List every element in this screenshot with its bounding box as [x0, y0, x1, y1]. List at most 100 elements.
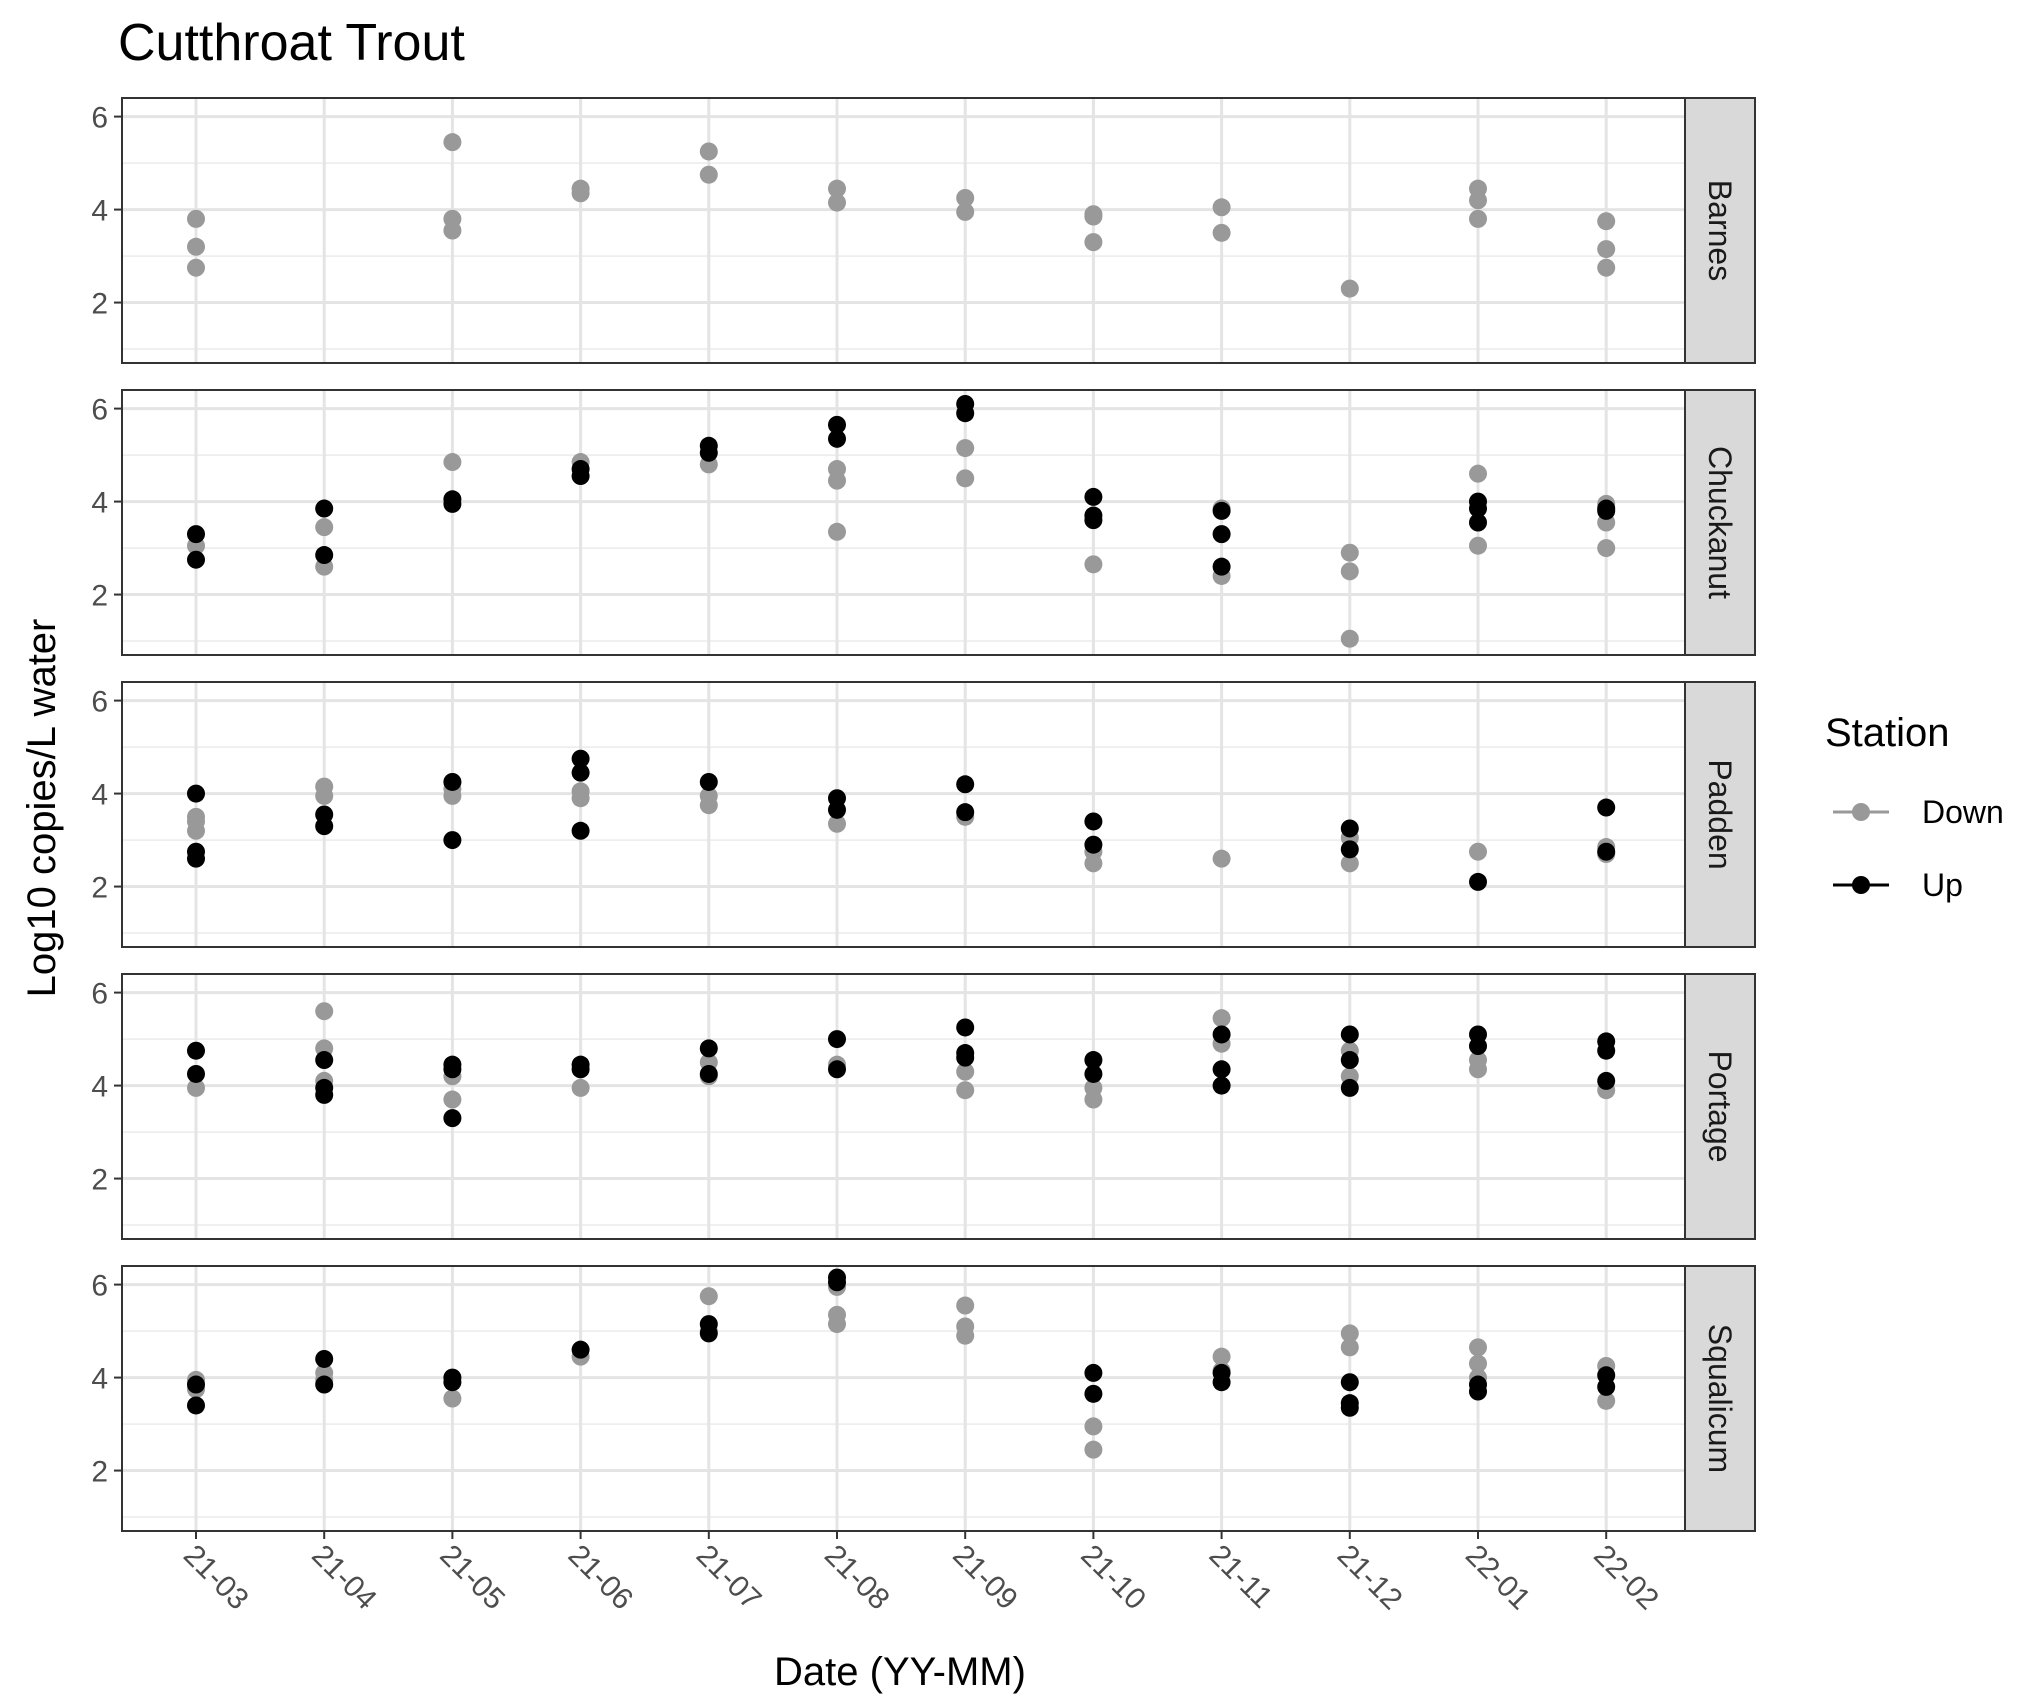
- x-axis-title: Date (YY-MM): [774, 1650, 1026, 1694]
- point-down: [1212, 223, 1231, 242]
- point-down: [1469, 209, 1487, 228]
- point-down: [1469, 464, 1487, 483]
- point-up: [571, 821, 590, 840]
- point-down: [1469, 536, 1487, 555]
- facet-panels: 2 4 6 Barnes 2 4 6 Chuckanut 2 4 6 Padden 2 4 6 Portage…: [91, 97, 1756, 1532]
- legend-label-down: Down: [1922, 794, 2004, 830]
- point-down: [1469, 1354, 1487, 1373]
- point-down: [1340, 279, 1359, 298]
- point-up: [1469, 1037, 1487, 1056]
- legend-title: Station: [1825, 711, 1950, 755]
- legend-key-point: [1852, 876, 1870, 894]
- x-axis: 21-03 21-04 21-05 21-06 21-07 21-08 21-09 21-10…: [177, 1531, 1665, 1616]
- y-tick-label: 4: [91, 1071, 108, 1104]
- point-down: [828, 193, 846, 212]
- point-down: [828, 471, 846, 490]
- point-up: [1597, 842, 1616, 861]
- point-up: [1340, 1025, 1359, 1044]
- legend-label-up: Up: [1922, 867, 1963, 903]
- point-down: [1469, 842, 1487, 861]
- legend-key-point: [1852, 803, 1870, 821]
- y-tick-label: 4: [91, 779, 108, 812]
- point-down: [956, 188, 975, 207]
- x-tick-label: 21-08: [818, 1539, 896, 1617]
- point-up: [1084, 1051, 1103, 1070]
- point-down: [699, 165, 718, 184]
- point-down: [1084, 233, 1103, 252]
- point-down: [828, 814, 846, 833]
- point-up: [187, 1041, 205, 1060]
- point-down: [1597, 1391, 1616, 1410]
- point-down: [1597, 240, 1616, 259]
- point-up: [1340, 1078, 1359, 1097]
- point-down: [1597, 258, 1616, 277]
- point-up: [1212, 557, 1231, 576]
- legend: Station Down Up: [1825, 711, 2004, 903]
- point-down: [1212, 198, 1231, 217]
- point-up: [1469, 513, 1487, 532]
- facet-panel-barnes: 2 4 6 Barnes: [91, 97, 1756, 364]
- point-down: [956, 202, 975, 221]
- facet-panel-squalicum: 2 4 6 Squalicum: [91, 1265, 1756, 1532]
- y-tick-label: 2: [91, 288, 108, 321]
- point-up: [1340, 1373, 1359, 1392]
- point-up: [828, 429, 846, 448]
- point-up: [828, 800, 846, 819]
- point-down: [571, 789, 590, 808]
- point-up: [699, 1324, 718, 1343]
- point-up: [443, 772, 462, 791]
- point-down: [1469, 1060, 1487, 1079]
- point-down: [571, 184, 590, 203]
- y-tick-label: 2: [91, 580, 108, 613]
- point-up: [187, 784, 205, 803]
- point-down: [1340, 854, 1359, 873]
- point-down: [443, 221, 462, 240]
- y-tick-label: 2: [91, 1164, 108, 1197]
- facet-panel-portage: 2 4 6 Portage: [91, 973, 1756, 1240]
- point-up: [1212, 1025, 1231, 1044]
- point-down: [956, 469, 975, 488]
- point-up: [1084, 812, 1103, 831]
- point-up: [315, 546, 334, 565]
- point-up: [1340, 840, 1359, 859]
- point-down: [187, 1078, 205, 1097]
- point-down: [443, 786, 462, 805]
- point-down: [1340, 1338, 1359, 1357]
- point-down: [443, 453, 462, 472]
- panel-background: [122, 682, 1685, 947]
- point-down: [315, 518, 334, 537]
- point-down: [1084, 207, 1103, 226]
- point-up: [1084, 487, 1103, 506]
- facet-strip: [1684, 681, 1756, 948]
- y-tick-label: 6: [91, 978, 108, 1011]
- point-down: [443, 1389, 462, 1408]
- point-down: [828, 179, 846, 198]
- point-down: [956, 439, 975, 458]
- x-tick-label: 21-06: [562, 1539, 640, 1617]
- point-down: [1212, 849, 1231, 868]
- point-up: [699, 772, 718, 791]
- point-down: [571, 1078, 590, 1097]
- point-down: [1212, 1347, 1231, 1366]
- point-up: [828, 1273, 846, 1292]
- point-up: [1597, 1041, 1616, 1060]
- point-up: [1212, 501, 1231, 520]
- point-up: [315, 1051, 334, 1070]
- point-up: [828, 1060, 846, 1079]
- point-up: [1084, 835, 1103, 854]
- point-up: [315, 499, 334, 518]
- point-up: [1469, 1382, 1487, 1401]
- point-up: [1084, 1064, 1103, 1083]
- y-tick-label: 4: [91, 1363, 108, 1396]
- point-up: [443, 831, 462, 850]
- point-down: [1597, 212, 1616, 231]
- facet-strip: [1684, 1265, 1756, 1532]
- facet-strip-label: Barnes: [1702, 180, 1738, 281]
- facet-strip-label: Padden: [1702, 759, 1738, 869]
- point-up: [187, 525, 205, 544]
- facet-panel-padden: 2 4 6 Padden: [91, 681, 1756, 948]
- point-up: [315, 1085, 334, 1104]
- y-tick-label: 6: [91, 394, 108, 427]
- point-down: [315, 1002, 334, 1021]
